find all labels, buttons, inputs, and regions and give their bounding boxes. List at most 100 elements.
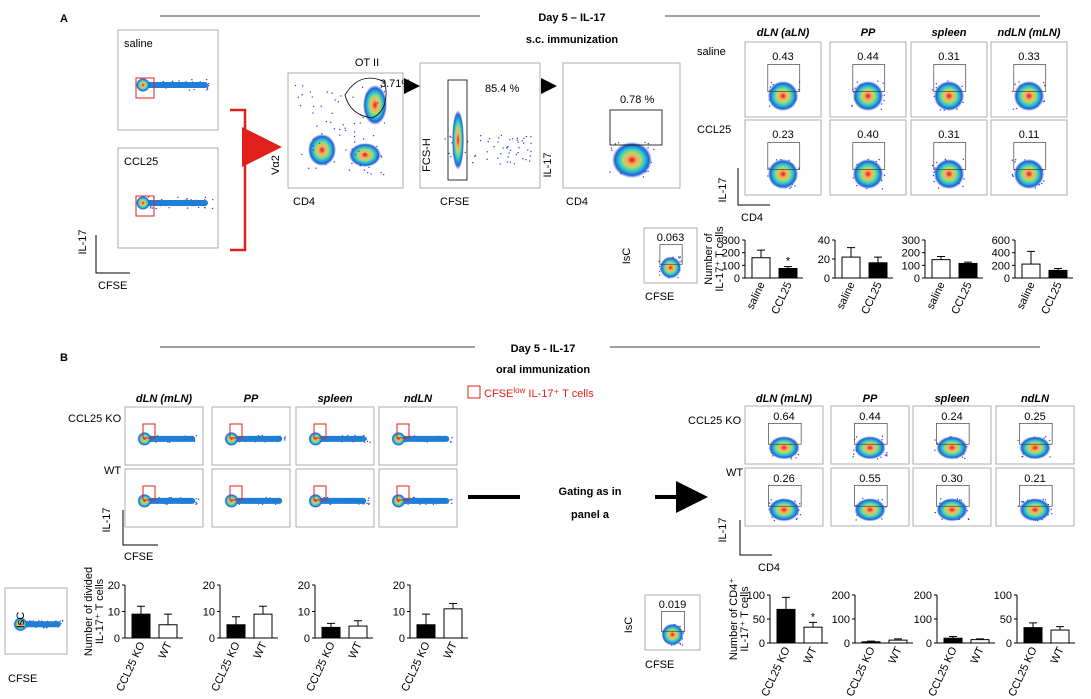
axis-bracket bbox=[739, 520, 772, 556]
axis-bracket bbox=[737, 168, 770, 206]
x-tick-label: CCL25 KO bbox=[209, 640, 243, 694]
event-dot bbox=[1048, 439, 1051, 442]
density-blob bbox=[452, 110, 464, 170]
bar bbox=[943, 637, 963, 644]
y-label: IL-17 bbox=[542, 152, 554, 177]
y-label: Vα2 bbox=[270, 155, 282, 175]
event-dot bbox=[855, 436, 858, 438]
event-dot bbox=[961, 85, 963, 88]
event-dot bbox=[797, 89, 800, 91]
event-dot bbox=[1014, 159, 1017, 161]
tissue-header: spleen bbox=[932, 27, 967, 39]
bar bbox=[348, 625, 368, 639]
x-tick-label: saline bbox=[1015, 280, 1038, 311]
event-dot bbox=[856, 81, 859, 83]
event-dot bbox=[882, 82, 884, 84]
plot-frame bbox=[419, 62, 541, 189]
event-dot bbox=[340, 95, 342, 97]
event-dot bbox=[881, 439, 883, 441]
error-bar bbox=[1027, 250, 1035, 265]
x-tick-label: WT bbox=[1049, 645, 1067, 666]
event-dot bbox=[383, 122, 386, 124]
error-bar bbox=[782, 596, 790, 610]
gate bbox=[936, 423, 970, 445]
event-dot bbox=[299, 105, 302, 107]
x-tick-label: CCL25 bbox=[1039, 280, 1064, 316]
y-tick-label: 40 bbox=[818, 235, 830, 247]
bar bbox=[1021, 263, 1041, 279]
event-dot bbox=[344, 127, 346, 129]
y-tick-label: 0 bbox=[304, 633, 310, 645]
event-dot bbox=[678, 257, 680, 259]
significance: * bbox=[786, 256, 791, 268]
event-dot bbox=[642, 176, 645, 178]
gate-value: 0.43 bbox=[772, 51, 793, 63]
event-dot bbox=[511, 138, 514, 140]
event-dot bbox=[500, 134, 503, 137]
event-dot bbox=[789, 187, 791, 190]
event-dot bbox=[611, 149, 613, 152]
event-dot bbox=[1017, 505, 1020, 507]
event-dot bbox=[450, 498, 453, 501]
tissue-header: spleen bbox=[935, 393, 970, 405]
event-dot bbox=[342, 124, 344, 126]
event-dot bbox=[790, 458, 792, 460]
gate-value: 3.71% bbox=[380, 78, 411, 90]
y-tick-label: 0 bbox=[209, 633, 215, 645]
y-tick-label: 0 bbox=[844, 638, 850, 650]
event-dot bbox=[523, 137, 525, 140]
event-dot bbox=[212, 198, 214, 201]
event-dot bbox=[647, 142, 649, 145]
event-dot bbox=[195, 503, 197, 505]
event-dot bbox=[1018, 81, 1020, 83]
panel-label: A bbox=[60, 13, 68, 25]
event-dot bbox=[46, 627, 48, 629]
event-dot bbox=[362, 138, 365, 140]
event-dot bbox=[796, 517, 798, 520]
event-dot bbox=[480, 134, 482, 137]
tissue-header: PP bbox=[863, 393, 878, 405]
gate-title: OT II bbox=[355, 57, 379, 69]
event-dot bbox=[1014, 83, 1016, 85]
y-label: IsC bbox=[621, 248, 633, 265]
y-label: IL-17 bbox=[101, 507, 113, 532]
event-dot bbox=[799, 513, 802, 516]
event-dot bbox=[333, 161, 336, 163]
x-tick-label: WT bbox=[157, 640, 175, 661]
y-tick-label: 100 bbox=[994, 590, 1012, 602]
y-tick-label: 100 bbox=[914, 614, 932, 626]
event-dot bbox=[518, 147, 520, 149]
gate bbox=[933, 64, 967, 92]
x-label: CFSE bbox=[8, 673, 37, 685]
event-dot bbox=[614, 143, 617, 145]
event-dot bbox=[321, 133, 323, 135]
event-dot bbox=[770, 499, 772, 501]
event-dot bbox=[644, 141, 646, 144]
event-dot bbox=[530, 142, 532, 145]
event-dot bbox=[679, 642, 681, 645]
x-label: CD4 bbox=[741, 212, 763, 224]
gate bbox=[936, 485, 970, 507]
event-dot bbox=[177, 196, 179, 199]
tissue-header: dLN (aLN) bbox=[757, 27, 810, 39]
event-dot bbox=[525, 135, 528, 138]
gate-value: 0.11 bbox=[1019, 129, 1040, 141]
event-dot bbox=[1043, 82, 1045, 84]
y-tick-label: 20 bbox=[203, 580, 215, 592]
event-dot bbox=[876, 458, 879, 460]
event-dot bbox=[150, 206, 152, 208]
density-blob bbox=[363, 85, 387, 125]
gate-value: 0.063 bbox=[657, 232, 685, 244]
error-bar bbox=[937, 255, 945, 260]
gate-value: 0.40 bbox=[857, 129, 878, 141]
streak bbox=[18, 621, 61, 628]
bar bbox=[751, 257, 771, 279]
legend-swatch bbox=[467, 385, 481, 399]
event-dot bbox=[934, 449, 936, 451]
event-dot bbox=[1043, 180, 1045, 182]
x-tick-label: CCL25 bbox=[859, 280, 884, 316]
event-dot bbox=[1045, 435, 1047, 438]
y-tick-label: 20 bbox=[393, 580, 405, 592]
event-dot bbox=[517, 141, 519, 143]
